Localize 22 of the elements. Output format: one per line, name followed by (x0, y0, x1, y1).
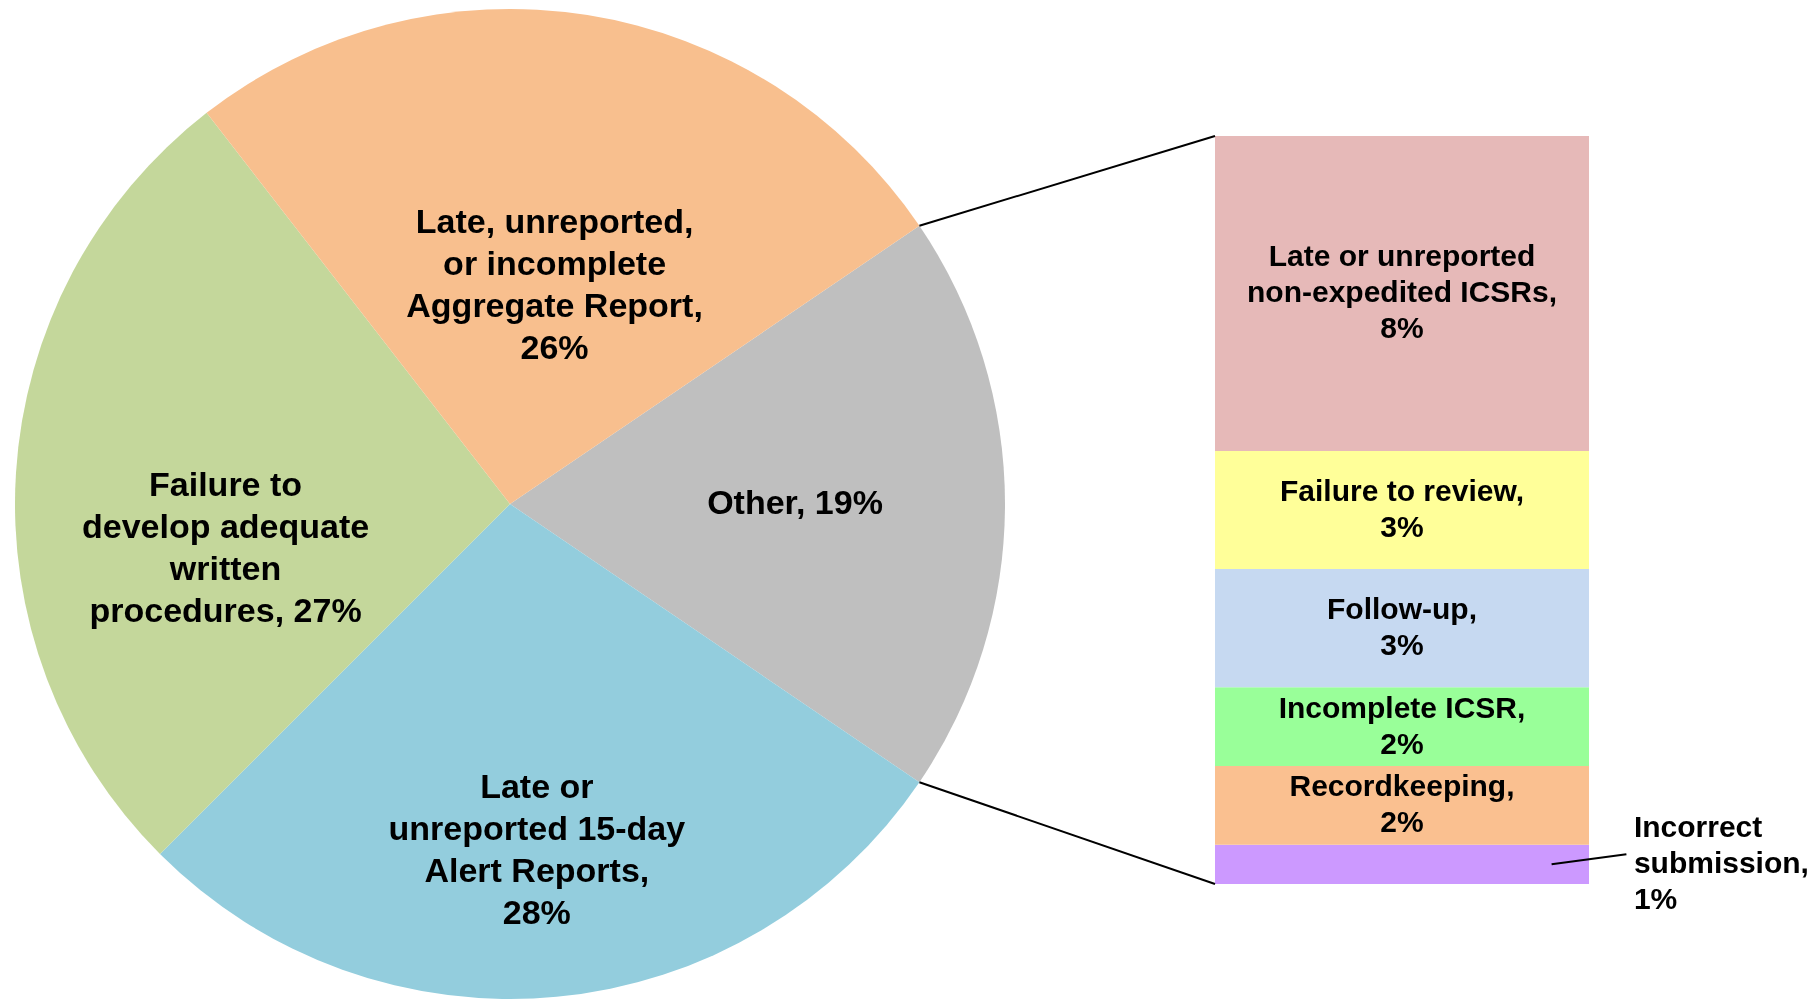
data-label: 3% (1380, 510, 1424, 543)
slice-label: Late, unreported, or incomplete Aggregate Report, 26% (406, 201, 703, 366)
bar (1215, 765, 1589, 845)
slice-label: Late or unreported 15-day Alert Reports, 28% (388, 766, 686, 931)
bar (1215, 450, 1589, 570)
series-label: Failure to review, (1280, 474, 1524, 507)
series-label: Incorrect submission, (1633, 810, 1809, 880)
data-label: 1% (1633, 882, 1678, 916)
series-label: Recordkeeping, (1289, 769, 1515, 803)
data-label: 8% (1380, 311, 1424, 345)
slice-label: Failure to develop adequate written procedures, 27% (81, 465, 370, 630)
series-label: Follow-up, (1327, 592, 1477, 626)
bar (1215, 844, 1589, 884)
slice-label: Other, 19% (707, 483, 883, 521)
series-label: Late or unreported non-expedited ICSRs, (1246, 239, 1558, 309)
data-label: 2% (1380, 805, 1424, 839)
data-label: 3% (1380, 628, 1424, 662)
series-label: Incomplete ICSR, (1278, 690, 1526, 724)
bar (1215, 136, 1589, 451)
bar (1215, 569, 1589, 688)
data-label: 2% (1380, 726, 1424, 760)
bar (1215, 687, 1589, 766)
